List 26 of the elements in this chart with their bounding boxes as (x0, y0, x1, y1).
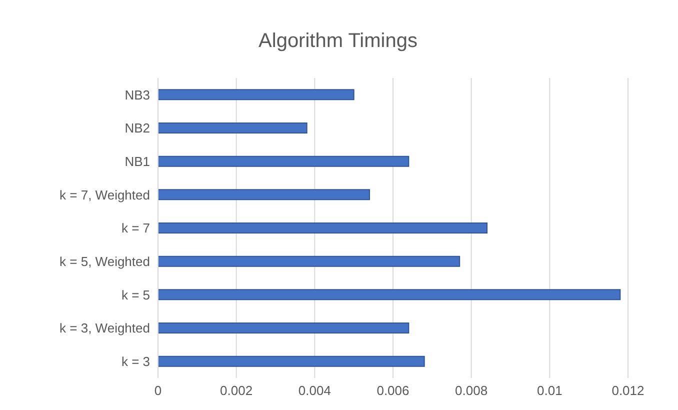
bar (158, 356, 425, 367)
bar (158, 322, 410, 334)
y-tick-label: k = 7 (121, 220, 150, 236)
y-tick-label: k = 3, Weighted (60, 320, 150, 336)
bar (158, 256, 460, 267)
bar (158, 189, 370, 200)
bar (158, 122, 308, 134)
y-tick-label: k = 3 (121, 354, 150, 369)
y-tick-label: NB3 (124, 87, 150, 102)
x-tick-label: 0.004 (298, 383, 331, 398)
y-tick-label: k = 5, Weighted (60, 254, 150, 269)
bar (158, 222, 488, 234)
y-tick-label: k = 7, Weighted (60, 187, 150, 202)
x-tick-label: 0.012 (612, 383, 644, 398)
y-tick-label: k = 5 (121, 287, 150, 302)
bar (158, 289, 621, 300)
y-tick-label: NB2 (124, 120, 150, 136)
x-tick-label: 0.01 (537, 383, 562, 398)
chart-title: Algorithm Timings (258, 29, 418, 54)
x-tick-label: 0 (154, 383, 162, 398)
x-tick-label: 0.008 (455, 383, 488, 398)
y-tick-label: NB1 (124, 154, 150, 169)
x-tick-label: 0.006 (376, 383, 410, 398)
bar (158, 156, 410, 167)
bar (158, 89, 354, 100)
x-tick-label: 0.002 (220, 383, 253, 398)
